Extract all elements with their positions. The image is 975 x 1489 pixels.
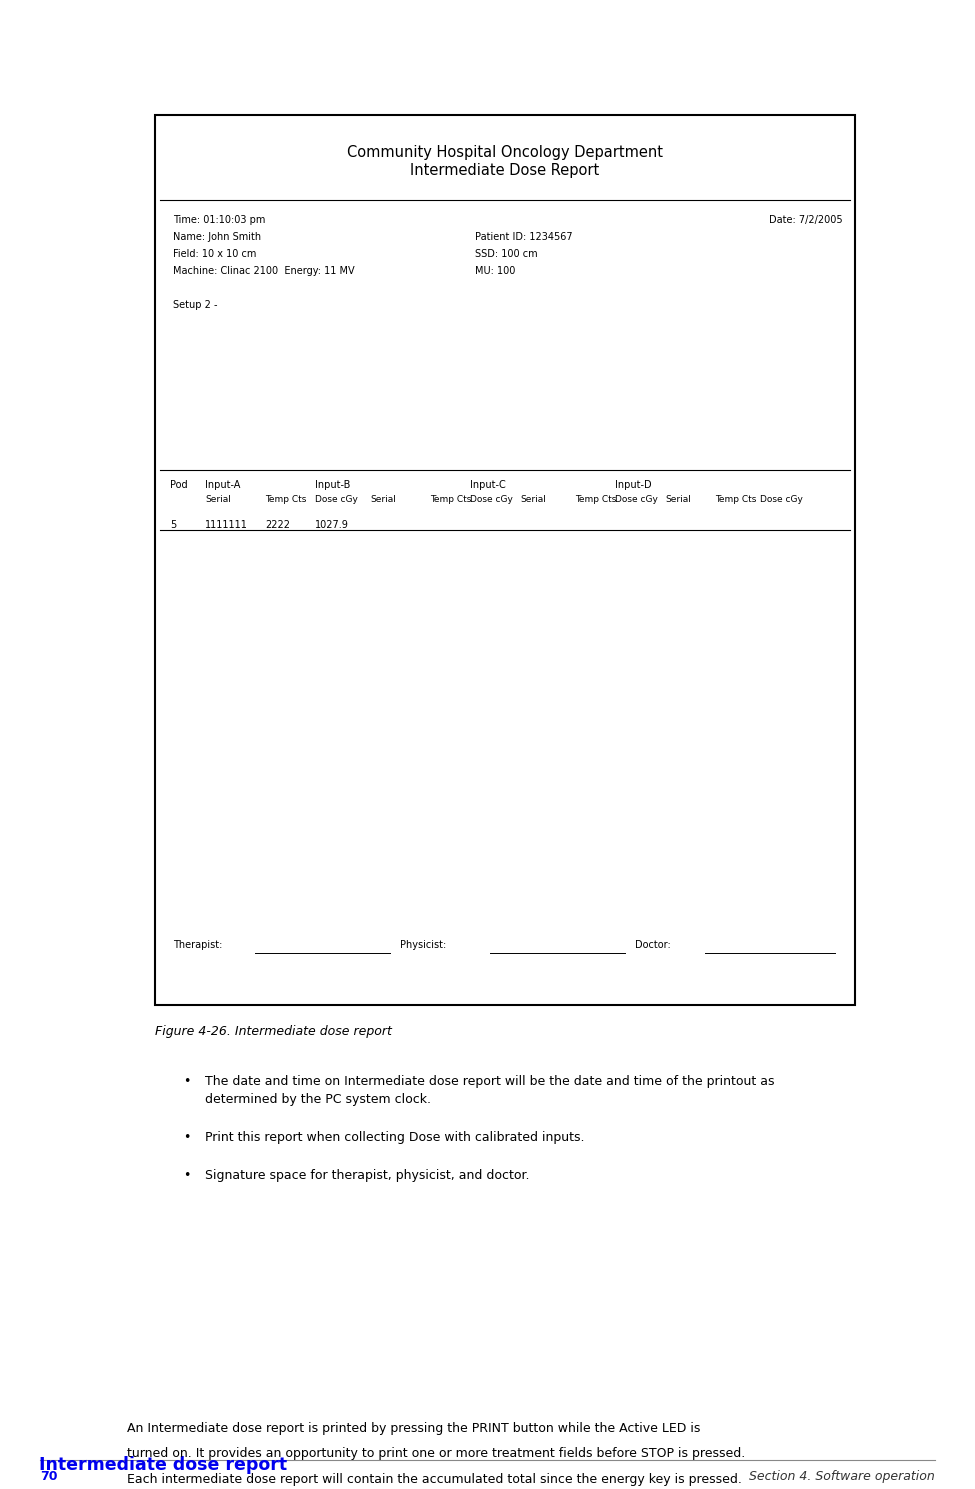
Text: Temp Cts: Temp Cts <box>575 494 616 503</box>
Text: Serial: Serial <box>520 494 546 503</box>
Text: •: • <box>183 1132 190 1144</box>
Text: Intermediate dose report: Intermediate dose report <box>39 1456 287 1474</box>
Text: 70: 70 <box>40 1470 58 1483</box>
Text: Signature space for therapist, physicist, and doctor.: Signature space for therapist, physicist… <box>205 1169 529 1182</box>
Text: SSD: 100 cm: SSD: 100 cm <box>475 249 537 259</box>
Text: Input-D: Input-D <box>615 479 651 490</box>
Text: Date: 7/2/2005: Date: 7/2/2005 <box>769 214 843 225</box>
Text: Temp Cts: Temp Cts <box>265 494 306 503</box>
Text: Physicist:: Physicist: <box>400 940 449 950</box>
Text: Figure 4-26. Intermediate dose report: Figure 4-26. Intermediate dose report <box>155 1024 392 1038</box>
Text: 1027.9: 1027.9 <box>315 520 349 530</box>
Text: 1111111: 1111111 <box>205 520 248 530</box>
Text: •: • <box>183 1169 190 1182</box>
Text: Doctor:: Doctor: <box>635 940 674 950</box>
Text: Intermediate Dose Report: Intermediate Dose Report <box>410 162 600 179</box>
Text: Patient ID: 1234567: Patient ID: 1234567 <box>475 232 572 243</box>
Text: Machine: Clinac 2100  Energy: 11 MV: Machine: Clinac 2100 Energy: 11 MV <box>173 267 355 275</box>
Text: Therapist:: Therapist: <box>173 940 225 950</box>
Text: Input-C: Input-C <box>470 479 506 490</box>
Text: MU: 100: MU: 100 <box>475 267 516 275</box>
Text: Pod: Pod <box>170 479 187 490</box>
Text: turned on. It provides an opportunity to print one or more treatment fields befo: turned on. It provides an opportunity to… <box>127 1447 745 1461</box>
Text: Input-A: Input-A <box>205 479 241 490</box>
Text: •: • <box>183 1075 190 1088</box>
Text: Serial: Serial <box>665 494 691 503</box>
Text: 5: 5 <box>170 520 176 530</box>
Text: Dose cGy: Dose cGy <box>615 494 658 503</box>
Text: Section 4. Software operation: Section 4. Software operation <box>749 1470 935 1483</box>
Text: Dose cGy: Dose cGy <box>470 494 513 503</box>
Text: Name: John Smith: Name: John Smith <box>173 232 261 243</box>
Text: An Intermediate dose report is printed by pressing the PRINT button while the Ac: An Intermediate dose report is printed b… <box>127 1422 700 1435</box>
Text: Community Hospital Oncology Department: Community Hospital Oncology Department <box>347 144 663 159</box>
Text: Print this report when collecting Dose with calibrated inputs.: Print this report when collecting Dose w… <box>205 1132 584 1144</box>
Text: determined by the PC system clock.: determined by the PC system clock. <box>205 1093 431 1106</box>
Text: 2222: 2222 <box>265 520 290 530</box>
Text: Each intermediate dose report will contain the accumulated total since the energ: Each intermediate dose report will conta… <box>127 1473 742 1486</box>
Text: Field: 10 x 10 cm: Field: 10 x 10 cm <box>173 249 256 259</box>
Text: Setup 2 -: Setup 2 - <box>173 299 217 310</box>
Text: Temp Cts: Temp Cts <box>715 494 757 503</box>
Text: Temp Cts: Temp Cts <box>430 494 471 503</box>
Bar <box>155 115 855 1005</box>
Text: Input-B: Input-B <box>315 479 350 490</box>
Text: Serial: Serial <box>205 494 231 503</box>
Text: Dose cGy: Dose cGy <box>315 494 358 503</box>
Text: Serial: Serial <box>370 494 396 503</box>
Text: Dose cGy: Dose cGy <box>760 494 802 503</box>
Text: The date and time on Intermediate dose report will be the date and time of the p: The date and time on Intermediate dose r… <box>205 1075 774 1088</box>
Text: Time: 01:10:03 pm: Time: 01:10:03 pm <box>173 214 265 225</box>
